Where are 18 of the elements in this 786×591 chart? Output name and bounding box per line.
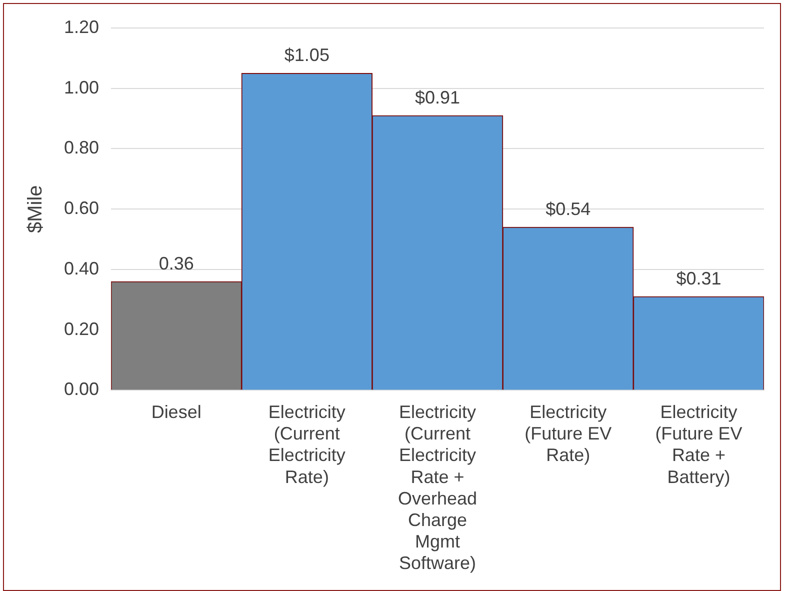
x-tick-label: Electricity (Future EV Rate) xyxy=(524,402,612,466)
data-label: $0.91 xyxy=(414,88,460,108)
x-tick-label: Electricity (Future EV Rate + Battery) xyxy=(655,402,742,487)
y-tick-label: 0.80 xyxy=(64,138,100,158)
x-tick-label: Electricity (Current Electricity Rate + Overhead Charge Mgmt Software) xyxy=(398,402,478,574)
y-tick-label: 1.20 xyxy=(64,16,100,37)
data-label: $1.05 xyxy=(284,45,330,66)
y-tick-label: 0.60 xyxy=(64,198,100,218)
y-axis-title: $Mile xyxy=(24,185,47,233)
y-tick-label: 1.00 xyxy=(64,77,100,98)
y-tick-label: 0.00 xyxy=(64,379,100,400)
data-label: $0.54 xyxy=(546,199,591,220)
y-tick-label: 0.40 xyxy=(64,258,100,278)
data-label: 0.36 xyxy=(158,254,194,274)
y-tick-label: 0.20 xyxy=(64,318,100,339)
data-label: $0.31 xyxy=(676,268,722,289)
x-tick-label: Diesel xyxy=(151,402,202,422)
x-tick-label: Electricity (Current Electricity Rate) xyxy=(268,402,346,487)
